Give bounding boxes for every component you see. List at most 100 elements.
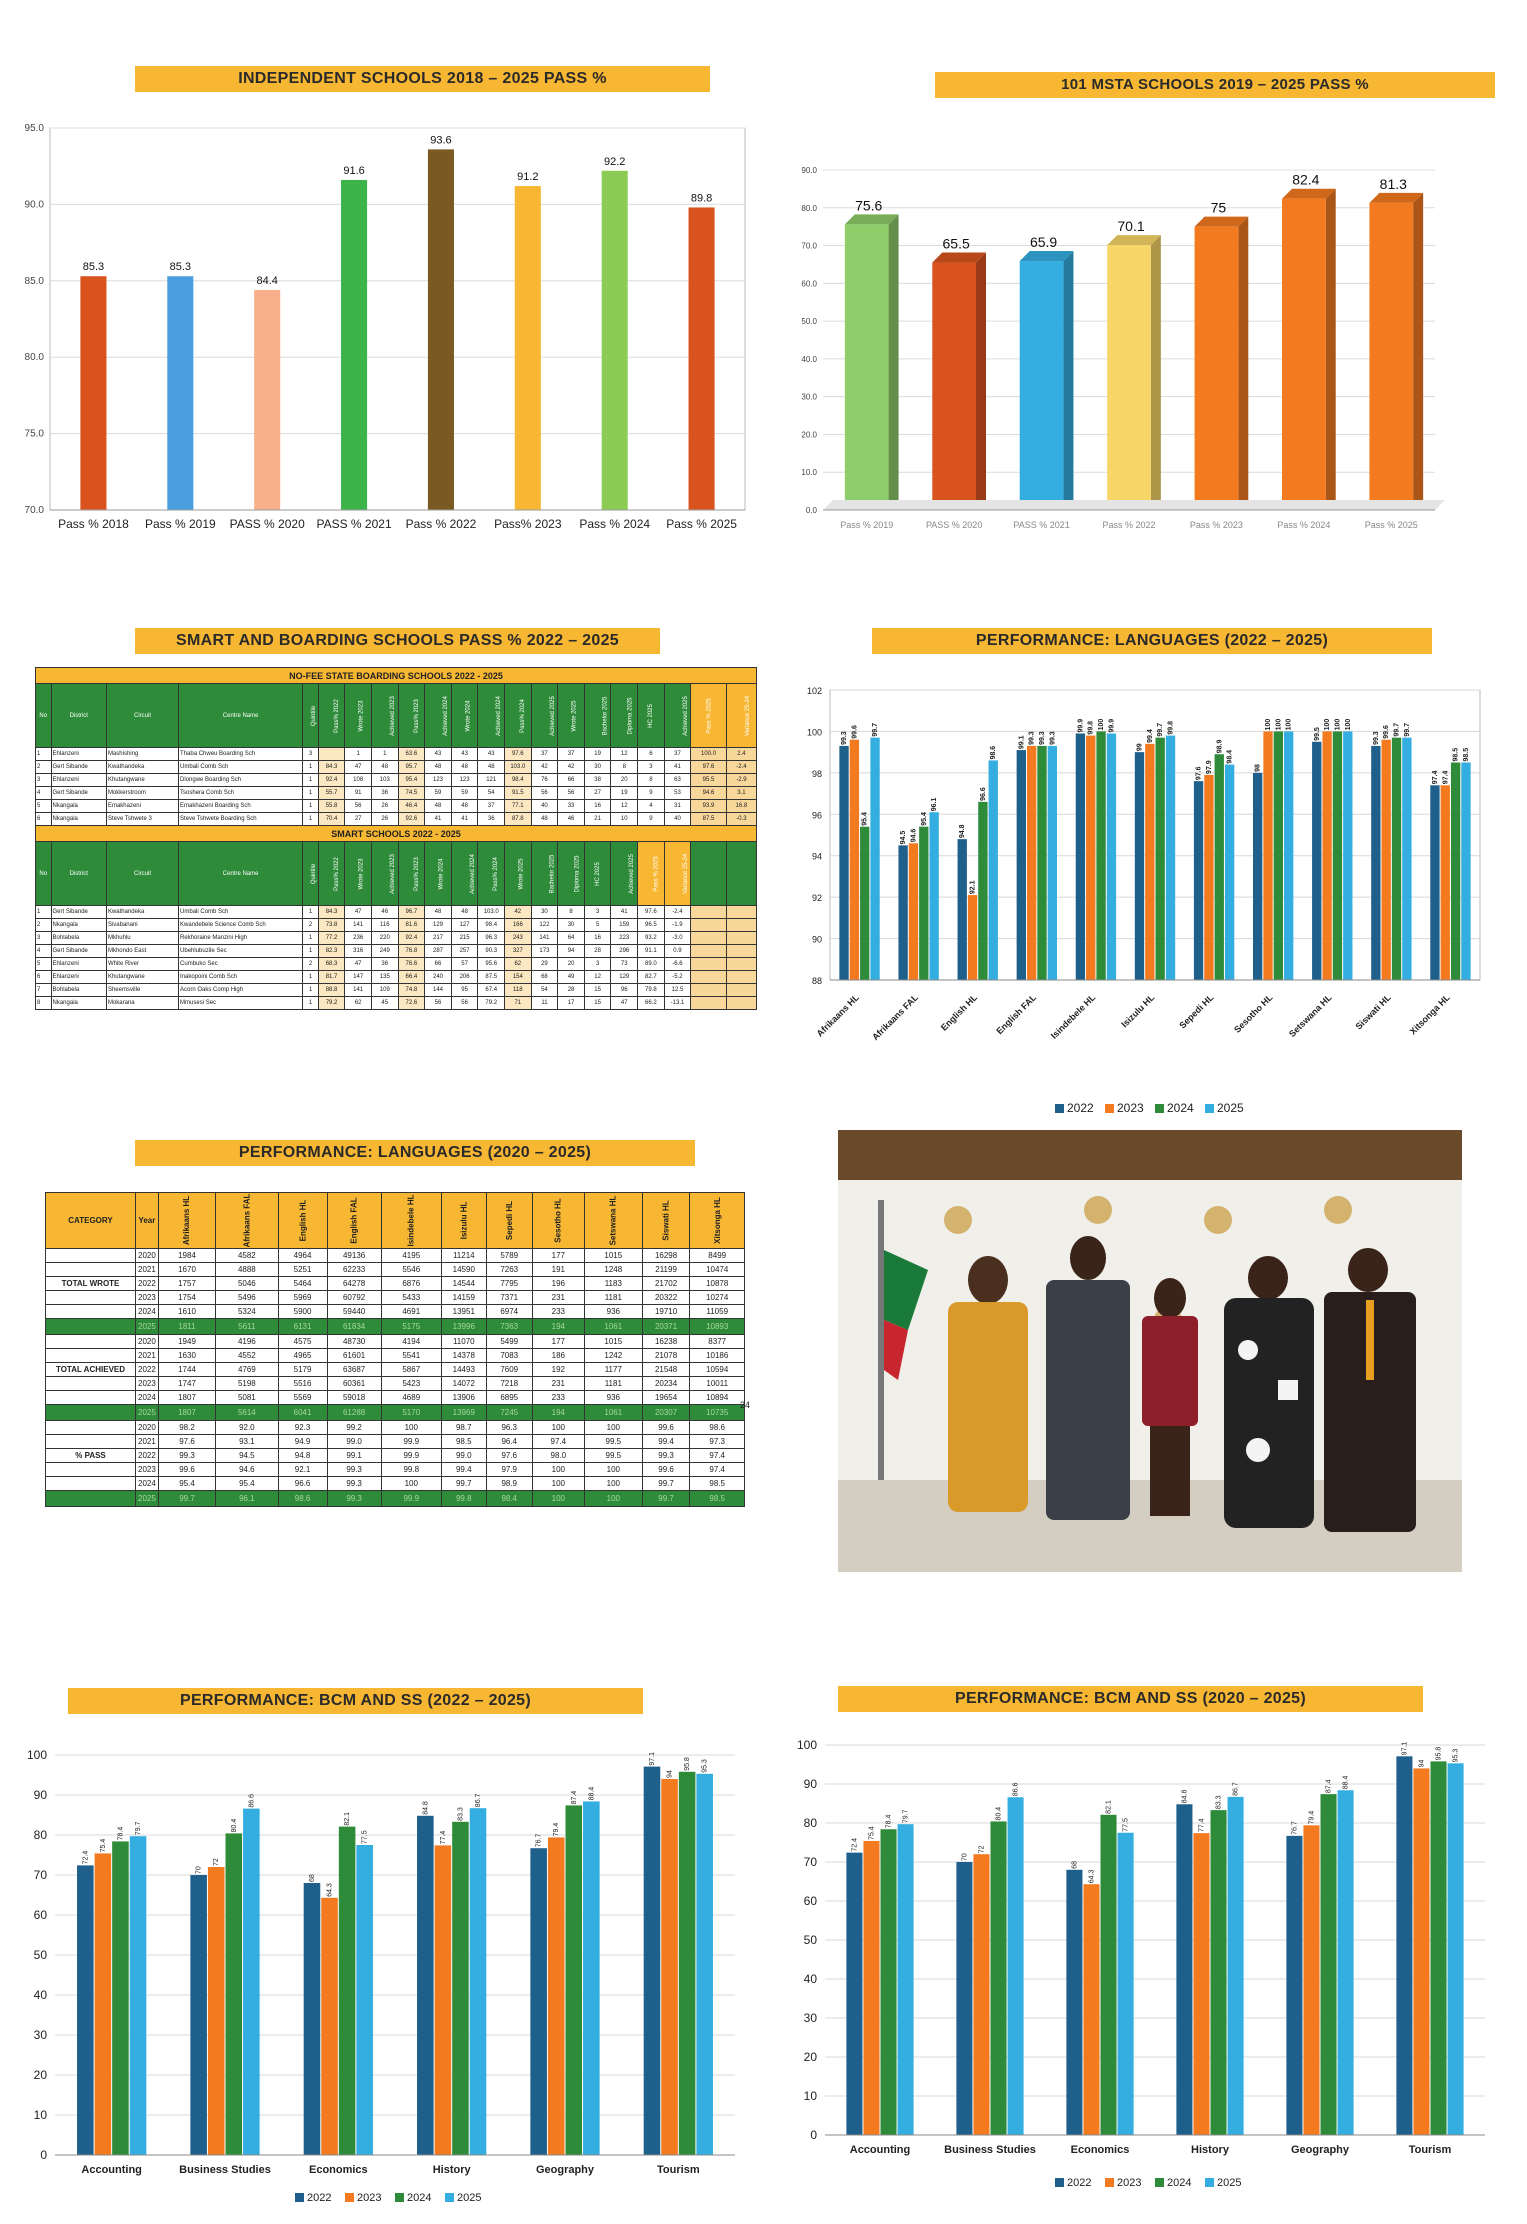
table-row: TOTAL WROTE 2022 1757 5046 5464 64278 6876 1454…: [45, 1276, 745, 1291]
table-cell: -1.9: [663, 918, 692, 932]
table-cell: Acorn Oaks Comp High: [178, 983, 304, 997]
bar-2024: [1273, 731, 1284, 980]
table-cell: 1630: [157, 1348, 217, 1363]
bar: [1369, 202, 1414, 510]
bar-value-label: 94.8: [959, 824, 966, 838]
y-tick-label: 70: [804, 1855, 818, 1869]
legend-swatch-2022: [295, 2193, 304, 2202]
table-cell: Nkangala: [50, 996, 107, 1010]
bar-2025: [583, 1801, 600, 2155]
bar-top: [1107, 235, 1161, 246]
bar-value-label: 79.7: [135, 1821, 142, 1835]
table-cell: 196: [531, 1276, 585, 1291]
bar-2023: [1303, 1825, 1320, 2135]
table-cell: 194: [531, 1404, 585, 1421]
legend-label: 2024: [1167, 1101, 1194, 1115]
table-cell: 11214: [440, 1248, 487, 1263]
table-cell: 1: [35, 905, 52, 919]
table-cell: 87.8: [504, 812, 532, 826]
table-cell: 8: [637, 773, 665, 787]
table-cell: 79.8: [637, 983, 665, 997]
table-cell: 6041: [277, 1404, 328, 1421]
table-cell: 97.6: [637, 905, 665, 919]
bar-value-label: 75.4: [868, 1826, 875, 1840]
column-header: Pass% 2024: [504, 683, 532, 748]
table-cell: [690, 957, 727, 971]
table-cell: 98.7: [440, 1420, 487, 1435]
table-cell: 20: [557, 957, 585, 971]
column-header: Achieved 2023: [370, 841, 399, 906]
bar-2022: [1193, 781, 1204, 980]
table-cell: [317, 747, 346, 761]
table-cell: 5969: [277, 1290, 328, 1305]
table-cell: -5.2: [663, 970, 692, 984]
bar-2022: [846, 1852, 863, 2135]
table-cell: 92.6: [397, 812, 426, 826]
table-cell: 243: [504, 931, 532, 945]
bar-top: [844, 214, 899, 225]
y-tick-label: 80.0: [25, 352, 45, 363]
column-header: Setswana HL: [583, 1192, 643, 1249]
x-category-label: History: [1191, 2144, 1230, 2156]
bar-2024: [565, 1805, 583, 2155]
bar-value-label: 99.6: [851, 725, 858, 739]
table-cell: 30: [583, 760, 612, 774]
table-cell: Steve Tshwete Boarding Sch: [178, 812, 304, 826]
bar-2024: [1100, 1814, 1117, 2135]
column-header: Achieved 2023: [370, 683, 399, 748]
table-cell: 6895: [485, 1390, 533, 1405]
table-cell: 7609: [485, 1362, 533, 1377]
banner-languages-2020: PERFORMANCE: LANGUAGES (2020 – 2025): [135, 1140, 695, 1166]
legend-swatch-2025: [1205, 2178, 1214, 2187]
table-cell: 99.6: [641, 1462, 691, 1477]
table-cell: 48: [450, 799, 479, 813]
bar-value-label: 99.3: [1039, 731, 1046, 745]
table-cell: 103: [370, 773, 399, 787]
table-cell: 14544: [440, 1276, 487, 1291]
legend-swatch-2023: [1105, 1104, 1114, 1113]
table-cell: 48: [450, 760, 479, 774]
bar-value-label: 65.5: [943, 236, 970, 252]
bar-2023: [547, 1837, 565, 2155]
table-row: 2020 1984 4582 4964 49136 4195 11214 5789 177 101…: [45, 1248, 745, 1263]
table-cell: 40: [530, 799, 559, 813]
table-cell: 11: [530, 996, 559, 1010]
y-tick-label: 85.0: [25, 276, 45, 287]
table-cell: 327: [504, 944, 532, 958]
table-cell: 2021: [135, 1262, 159, 1277]
x-category-label: Accounting: [81, 2164, 142, 2176]
column-header: Siswati HL: [641, 1192, 691, 1249]
table-cell: 4552: [215, 1348, 279, 1363]
table-cell: -0.3: [725, 812, 758, 826]
table-cell: 98.4: [504, 773, 532, 787]
table-cell: 154: [504, 970, 532, 984]
table-cell: 2: [35, 918, 52, 932]
bar-value-label: 97.6: [1196, 766, 1203, 780]
bar-2023: [1083, 1884, 1100, 2135]
bar-2025: [1227, 1796, 1244, 2135]
y-tick-label: 90: [34, 1788, 48, 1802]
x-category-label: Afrikaans HL: [815, 992, 862, 1039]
table-cell: 95.4: [397, 773, 426, 787]
table-cell: 8377: [689, 1334, 745, 1349]
column-header: Wrote 2024: [424, 841, 452, 906]
table-cell: 936: [583, 1304, 643, 1319]
x-category-label: PASS % 2021: [1013, 520, 1069, 530]
bar-value-label: 87.4: [571, 1791, 578, 1805]
bar-value-label: 94: [667, 1770, 674, 1778]
category-cell: [45, 1290, 136, 1305]
table-cell: Kwathandeka: [105, 905, 180, 919]
table-cell: 30: [530, 905, 559, 919]
table-cell: 17: [557, 996, 585, 1010]
column-header: Quintile: [302, 683, 319, 748]
table-cell: 4: [35, 944, 52, 958]
table-cell: 2021: [135, 1348, 159, 1363]
table-cell: 95.5: [690, 773, 727, 787]
y-tick-label: 0.0: [806, 506, 818, 515]
y-tick-label: 50: [804, 1933, 818, 1947]
table-cell: 13951: [440, 1304, 487, 1319]
table-cell: 233: [531, 1390, 585, 1405]
table-cell: 5867: [380, 1362, 442, 1377]
table-cell: 64: [557, 931, 585, 945]
bar-value-label: 82.1: [1106, 1800, 1113, 1814]
